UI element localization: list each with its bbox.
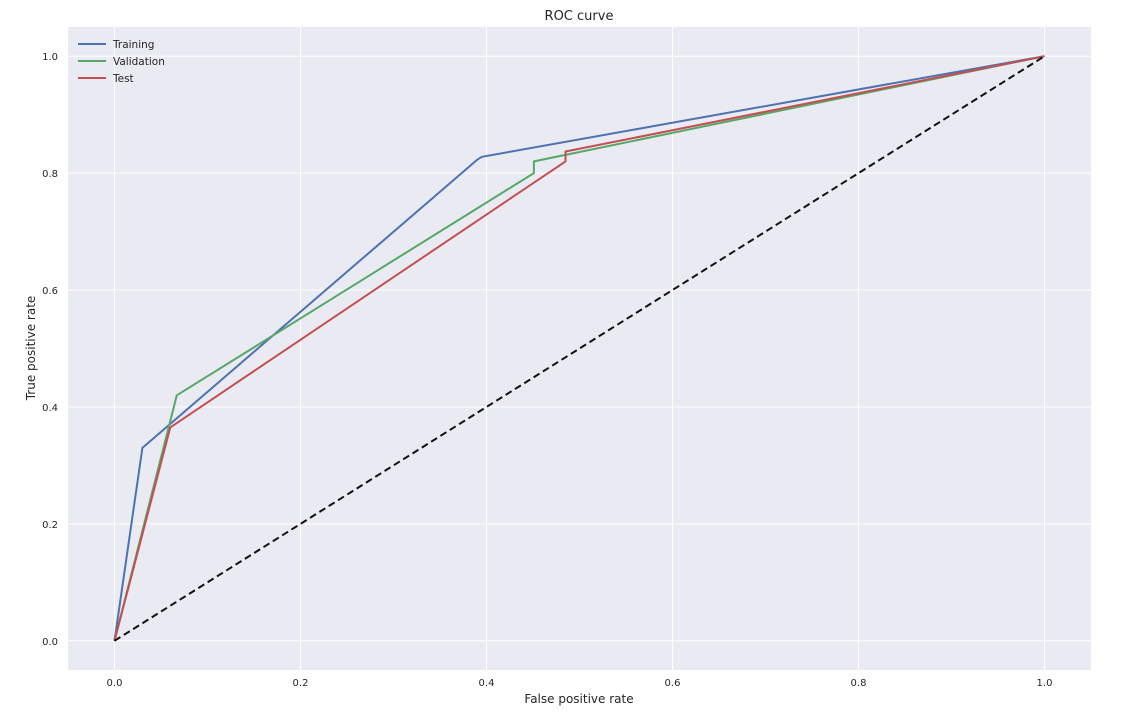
x-tick-label: 0.2 xyxy=(293,678,309,689)
series-line-validation xyxy=(113,55,1045,642)
x-tick-label: 1.0 xyxy=(1037,678,1053,689)
series-line-test xyxy=(113,55,1045,642)
y-tick-label: 0.8 xyxy=(42,169,58,180)
y-tick-label: 0.2 xyxy=(42,520,58,531)
x-tick-label: 0.6 xyxy=(665,678,681,689)
x-tick-labels: 0.0 0.2 0.4 0.6 0.8 1.0 xyxy=(107,678,1053,689)
series-lines xyxy=(113,55,1046,642)
x-tick-label: 0.4 xyxy=(479,678,495,689)
y-tick-labels: 0.0 0.2 0.4 0.6 0.8 1.0 xyxy=(42,52,58,648)
series-line-training xyxy=(113,55,1045,641)
legend: Training Validation Test xyxy=(78,39,165,85)
legend-label: Test xyxy=(112,73,134,85)
y-axis-label: True positive rate xyxy=(24,296,38,402)
grid-lines xyxy=(68,27,1091,670)
y-tick-label: 0.4 xyxy=(42,403,58,414)
legend-label: Validation xyxy=(113,56,165,68)
diagonal-reference-line xyxy=(113,55,1046,642)
y-tick-label: 0.0 xyxy=(42,637,58,648)
y-tick-label: 1.0 xyxy=(42,52,58,63)
y-tick-label: 0.6 xyxy=(42,286,58,297)
x-axis-label: False positive rate xyxy=(524,692,633,706)
legend-label: Training xyxy=(112,39,154,51)
x-tick-label: 0.0 xyxy=(107,678,123,689)
x-tick-label: 0.8 xyxy=(851,678,867,689)
chart-title: ROC curve xyxy=(545,9,614,24)
